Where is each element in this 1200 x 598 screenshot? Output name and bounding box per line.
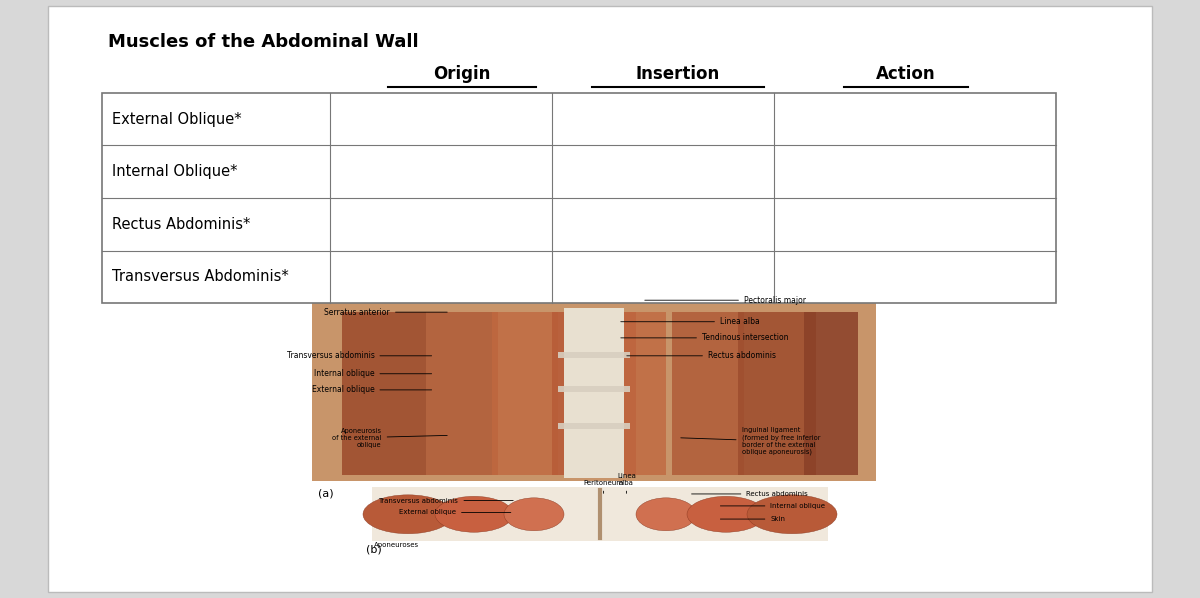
Text: (a): (a) <box>318 489 334 499</box>
Ellipse shape <box>362 495 454 533</box>
Bar <box>558 386 630 392</box>
Text: Linea alba: Linea alba <box>620 317 760 327</box>
Text: Aponeurosis
of the external
oblique: Aponeurosis of the external oblique <box>332 428 448 448</box>
Text: Serratus anterior: Serratus anterior <box>324 307 448 317</box>
Bar <box>312 296 876 481</box>
Text: Internal oblique: Internal oblique <box>313 369 432 379</box>
Ellipse shape <box>504 498 564 531</box>
Bar <box>372 487 828 541</box>
Bar <box>738 312 816 475</box>
Text: Transversus abdominis: Transversus abdominis <box>287 351 432 361</box>
Bar <box>804 312 858 475</box>
Bar <box>672 312 744 475</box>
Text: Muscles of the Abdominal Wall: Muscles of the Abdominal Wall <box>108 33 419 51</box>
Bar <box>558 352 630 358</box>
Text: External oblique: External oblique <box>312 385 432 395</box>
Bar <box>492 312 558 475</box>
Bar <box>558 423 630 429</box>
Text: Insertion: Insertion <box>636 65 720 83</box>
Bar <box>102 93 1056 303</box>
Text: Pectoralis major: Pectoralis major <box>644 295 806 305</box>
Text: Origin: Origin <box>433 65 491 83</box>
Bar <box>552 312 636 475</box>
Text: Rectus abdominis: Rectus abdominis <box>626 351 776 361</box>
Bar <box>600 312 666 475</box>
Bar <box>342 312 426 475</box>
Text: Internal Oblique*: Internal Oblique* <box>112 164 238 179</box>
Ellipse shape <box>436 496 514 532</box>
Text: (b): (b) <box>366 544 382 554</box>
Ellipse shape <box>636 498 696 531</box>
Text: External oblique: External oblique <box>398 509 511 515</box>
Text: Transversus abdominis: Transversus abdominis <box>378 498 514 504</box>
Bar <box>564 308 624 478</box>
Text: External Oblique*: External Oblique* <box>112 111 241 127</box>
Text: Inguinal ligament
(formed by free inferior
border of the external
oblique aponeu: Inguinal ligament (formed by free inferi… <box>680 428 820 455</box>
Text: Tendinous intersection: Tendinous intersection <box>620 333 788 343</box>
Text: Transversus Abdominis*: Transversus Abdominis* <box>112 269 288 285</box>
Text: Rectus Abdominis*: Rectus Abdominis* <box>112 216 250 232</box>
Text: Skin: Skin <box>720 516 785 522</box>
Bar <box>426 312 498 475</box>
Text: Linea
alba: Linea alba <box>617 472 636 493</box>
Ellipse shape <box>746 495 838 533</box>
Text: Rectus abdominis: Rectus abdominis <box>691 491 808 497</box>
Text: Aponeuroses: Aponeuroses <box>374 542 420 548</box>
Text: Internal oblique: Internal oblique <box>720 503 826 509</box>
Text: Action: Action <box>876 65 936 83</box>
Text: Peritoneum: Peritoneum <box>583 480 624 493</box>
Ellipse shape <box>686 496 766 532</box>
